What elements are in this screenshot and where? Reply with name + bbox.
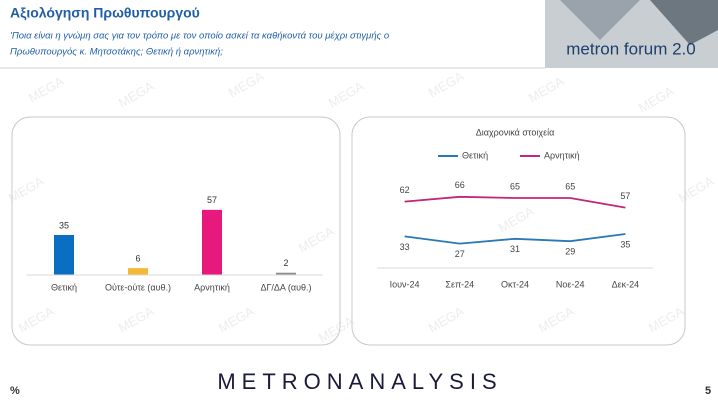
x-tick-label: Δεκ-24	[612, 279, 640, 289]
series-line	[404, 195, 626, 209]
data-label: 57	[620, 191, 630, 201]
logo-text: metron forum 2.0	[566, 39, 695, 58]
x-tick-label: Θετική	[51, 282, 77, 292]
legend-label: Αρνητική	[544, 150, 580, 160]
panel	[351, 116, 686, 346]
data-label: 57	[207, 195, 217, 205]
bar	[128, 268, 148, 275]
logo-shape	[650, 0, 718, 45]
x-tick-label: Αρνητική	[194, 282, 230, 292]
question: Πρωθυπουργός κ. Μητσοτάκης; Θετική ή αρν…	[10, 47, 223, 58]
x-tick-label: ΔΓ/ΔΑ (αυθ.)	[260, 282, 311, 292]
data-label: 66	[455, 180, 465, 190]
bar	[54, 235, 74, 275]
data-label: 2	[283, 258, 288, 268]
x-tick-label: Νοε-24	[556, 279, 585, 289]
page-number: 5	[705, 385, 711, 397]
bar	[276, 272, 296, 275]
data-label: 35	[59, 220, 69, 230]
data-label: 31	[510, 244, 520, 254]
brand: METRONANALYSIS	[217, 369, 502, 394]
x-tick-label: Ιουν-24	[390, 279, 420, 289]
x-tick-label: Ούτε-ούτε (αυθ.)	[105, 282, 171, 292]
data-label: 65	[510, 181, 520, 191]
series-line	[404, 233, 626, 245]
data-label: 62	[400, 185, 410, 195]
question: 'Ποια είναι η γνώμη σας για τον τρόπο με…	[10, 31, 389, 42]
data-label: 35	[620, 239, 630, 249]
bar	[202, 209, 222, 275]
chart-title: Διαχρονικά στοιχεία	[476, 127, 555, 137]
legend-label: Θετική	[462, 150, 488, 160]
unit: %	[10, 385, 20, 397]
data-label: 6	[135, 254, 140, 264]
x-tick-label: Οκτ-24	[501, 279, 529, 289]
logo-shape	[560, 0, 640, 40]
data-label: 65	[565, 181, 575, 191]
x-tick-label: Σεπ-24	[445, 279, 474, 289]
data-label: 29	[565, 247, 575, 257]
data-label: 27	[455, 249, 465, 259]
slide-title: Αξιολόγηση Πρωθυπουργού	[10, 5, 200, 21]
data-label: 33	[400, 242, 410, 252]
panel	[11, 116, 341, 346]
